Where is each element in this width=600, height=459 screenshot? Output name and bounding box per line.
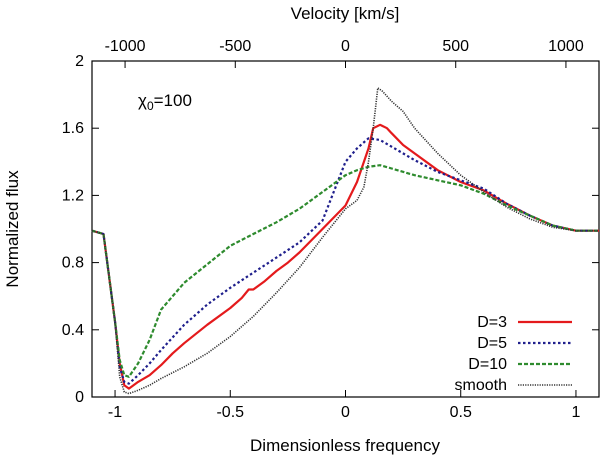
x2-tick-label: -500 xyxy=(219,38,251,55)
legend-label: D=5 xyxy=(477,335,507,352)
x2-tick-label: -1000 xyxy=(105,38,146,55)
x-tick-label: 0 xyxy=(341,404,350,421)
x2-tick-label: 500 xyxy=(442,38,469,55)
x-tick-label: 1 xyxy=(572,404,581,421)
x2-tick-label: 0 xyxy=(341,38,350,55)
y-tick-label: 2 xyxy=(75,53,84,70)
plot-frame xyxy=(91,60,600,398)
x2-tick-label: 1000 xyxy=(548,38,584,55)
series-group xyxy=(91,87,599,395)
series-line-smooth xyxy=(91,87,599,395)
x2-axis-label: Velocity [km/s] xyxy=(291,4,400,23)
x-tick-label: -1 xyxy=(108,404,122,421)
series-line-d-3 xyxy=(91,123,599,390)
series-line-d-10 xyxy=(91,164,599,378)
annotation-symbol: χ xyxy=(138,91,147,110)
x-tick-label: 0.5 xyxy=(450,404,472,421)
axis-ticks: -1 -0.5 0 0.5 1 0 0.4 0.8 1.2 1.6 2 -1000 -500 0 500 10… xyxy=(62,38,599,421)
legend-label: D=10 xyxy=(468,356,507,373)
y-tick-label: 1.2 xyxy=(62,187,84,204)
legend-label: D=3 xyxy=(477,314,507,331)
y-tick-label: 1.6 xyxy=(62,120,84,137)
annotation-subscript: 0 xyxy=(147,99,154,113)
legend: D=3 D=5 D=10 smooth xyxy=(455,314,572,394)
annotation-chi0: χ0=100 xyxy=(138,91,192,113)
legend-label: smooth xyxy=(455,377,507,394)
series-line-d-5 xyxy=(91,137,599,385)
x-axis-label: Dimensionless frequency xyxy=(250,436,440,455)
annotation-rest: =100 xyxy=(154,91,192,110)
y-axis-label: Normalized flux xyxy=(3,170,22,288)
x-tick-label: -0.5 xyxy=(216,404,244,421)
y-tick-label: 0.4 xyxy=(62,322,84,339)
y-tick-label: 0.8 xyxy=(62,255,84,272)
y-tick-label: 0 xyxy=(75,389,84,406)
